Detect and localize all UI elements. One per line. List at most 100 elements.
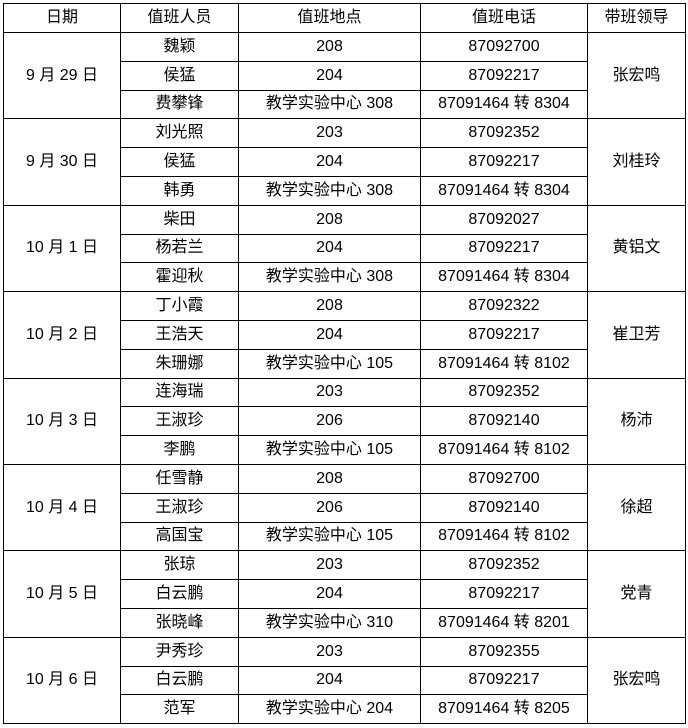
staff-name-cell: 侯猛 <box>120 60 239 91</box>
phone-cell: 87091464 转 8304 <box>420 262 588 293</box>
place-cell: 教学实验中心 204 <box>238 694 421 725</box>
staff-name-cell: 尹秀珍 <box>120 636 239 667</box>
phone-cell: 87091464 转 8304 <box>420 89 588 120</box>
date-cell: 9 月 29 日 <box>3 31 121 120</box>
staff-name-cell: 张琼 <box>120 550 239 581</box>
leader-cell: 徐超 <box>587 463 686 552</box>
place-cell: 教学实验中心 105 <box>238 435 421 465</box>
place-cell: 204 <box>238 665 421 696</box>
place-cell: 208 <box>238 463 421 494</box>
staff-name-cell: 任雪静 <box>120 463 239 494</box>
place-cell: 教学实验中心 308 <box>238 175 421 206</box>
table-row: 霍迎秋 教学实验中心 308 87091464 转 8304 <box>4 262 686 293</box>
place-cell: 204 <box>238 60 421 91</box>
table-row: 范军 教学实验中心 204 87091464 转 8205 <box>4 694 686 725</box>
header-date: 日期 <box>3 3 121 33</box>
place-cell: 206 <box>238 492 421 523</box>
leader-cell: 党青 <box>587 550 686 638</box>
table-row: 10 月 1 日柴田 208 87092027 黄铝文 <box>3 204 686 293</box>
place-cell: 208 <box>238 291 421 321</box>
place-cell: 204 <box>238 233 421 264</box>
staff-name-cell: 侯猛 <box>120 147 239 177</box>
table-row: 韩勇 教学实验中心 308 87091464 转 8304 <box>4 175 686 206</box>
staff-name-cell: 费攀锋 <box>120 89 239 120</box>
phone-cell: 87092217 <box>420 60 588 91</box>
place-cell: 203 <box>238 118 421 149</box>
place-cell: 教学实验中心 308 <box>238 89 421 120</box>
table-row: 李鹏 教学实验中心 105 87091464 转 8102 <box>4 435 686 465</box>
staff-name-cell: 柴田 <box>120 204 239 235</box>
table-row: 9 月 29 日魏颖 208 87092700 张宏鸣 <box>3 31 686 120</box>
header-row: 日期 值班人员 值班地点 值班电话 带班领导 <box>3 3 686 33</box>
staff-name-cell: 朱珊娜 <box>120 348 239 379</box>
table-row: 杨若兰 204 87092217 <box>4 233 686 264</box>
place-cell: 204 <box>238 147 421 177</box>
place-cell: 203 <box>238 550 421 581</box>
phone-cell: 87092217 <box>420 665 588 696</box>
phone-cell: 87092140 <box>420 406 588 437</box>
phone-cell: 87092700 <box>420 32 588 62</box>
table-row: 白云鹏 204 87092217 <box>4 665 686 696</box>
staff-name-cell: 张晓峰 <box>120 607 239 638</box>
phone-cell: 87091464 转 8201 <box>420 607 588 638</box>
place-cell: 教学实验中心 310 <box>238 607 421 638</box>
table-row: 王浩天 204 87092217 <box>4 319 686 350</box>
leader-cell: 张宏鸣 <box>587 31 686 120</box>
table-row: 侯猛 204 87092217 <box>4 60 686 91</box>
table-row: 10 月 3 日连海瑞 203 87092352 杨沛 <box>3 377 686 465</box>
phone-cell: 87092352 <box>420 550 588 581</box>
table-row: 9 月 30 日刘光照 203 87092352 刘桂玲 <box>3 118 686 206</box>
phone-cell: 87091464 转 8102 <box>420 348 588 379</box>
table-row: 10 月 5 日张琼 203 87092352 党青 <box>3 550 686 638</box>
staff-name-cell: 王淑珍 <box>120 406 239 437</box>
table-row: 10 月 6 日尹秀珍 203 87092355 张宏鸣 <box>3 636 686 725</box>
place-cell: 208 <box>238 204 421 235</box>
date-cell: 10 月 1 日 <box>3 204 121 293</box>
table-row: 朱珊娜 教学实验中心 105 87091464 转 8102 <box>4 348 686 379</box>
leader-cell: 刘桂玲 <box>587 118 686 206</box>
place-cell: 206 <box>238 406 421 437</box>
table-row: 费攀锋 教学实验中心 308 87091464 转 8304 <box>4 89 686 120</box>
phone-cell: 87092322 <box>420 291 588 321</box>
staff-name-cell: 李鹏 <box>120 435 239 465</box>
leader-cell: 张宏鸣 <box>587 636 686 725</box>
phone-cell: 87092355 <box>420 636 588 667</box>
date-cell: 9 月 30 日 <box>3 118 121 206</box>
phone-cell: 87092027 <box>420 204 588 235</box>
place-cell: 教学实验中心 105 <box>238 521 421 552</box>
duty-schedule-table: 日期 值班人员 值班地点 值班电话 带班领导 9 月 29 日魏颖 208 8709… <box>3 3 686 725</box>
staff-name-cell: 杨若兰 <box>120 233 239 264</box>
leader-cell: 黄铝文 <box>587 204 686 293</box>
staff-name-cell: 王浩天 <box>120 319 239 350</box>
place-cell: 教学实验中心 105 <box>238 348 421 379</box>
phone-cell: 87092217 <box>420 579 588 609</box>
phone-cell: 87092352 <box>420 118 588 149</box>
header-leader: 带班领导 <box>587 3 686 33</box>
date-cell: 10 月 4 日 <box>3 463 121 552</box>
staff-name-cell: 刘光照 <box>120 118 239 149</box>
phone-cell: 87092217 <box>420 147 588 177</box>
table-row: 王淑珍 206 87092140 <box>4 406 686 437</box>
leader-cell: 崔卫芳 <box>587 291 686 379</box>
place-cell: 204 <box>238 319 421 350</box>
staff-name-cell: 高国宝 <box>120 521 239 552</box>
header-place: 值班地点 <box>238 3 421 33</box>
staff-name-cell: 韩勇 <box>120 175 239 206</box>
leader-cell: 杨沛 <box>587 377 686 465</box>
place-cell: 204 <box>238 579 421 609</box>
phone-cell: 87091464 转 8304 <box>420 175 588 206</box>
staff-name-cell: 白云鹏 <box>120 665 239 696</box>
staff-name-cell: 范军 <box>120 694 239 725</box>
place-cell: 203 <box>238 377 421 408</box>
staff-name-cell: 连海瑞 <box>120 377 239 408</box>
staff-name-cell: 丁小霞 <box>120 291 239 321</box>
date-cell: 10 月 5 日 <box>3 550 121 638</box>
date-cell: 10 月 3 日 <box>3 377 121 465</box>
phone-cell: 87092140 <box>420 492 588 523</box>
phone-cell: 87092700 <box>420 463 588 494</box>
phone-cell: 87091464 转 8102 <box>420 521 588 552</box>
phone-cell: 87092217 <box>420 319 588 350</box>
place-cell: 教学实验中心 308 <box>238 262 421 293</box>
staff-name-cell: 王淑珍 <box>120 492 239 523</box>
header-phone: 值班电话 <box>420 3 588 33</box>
